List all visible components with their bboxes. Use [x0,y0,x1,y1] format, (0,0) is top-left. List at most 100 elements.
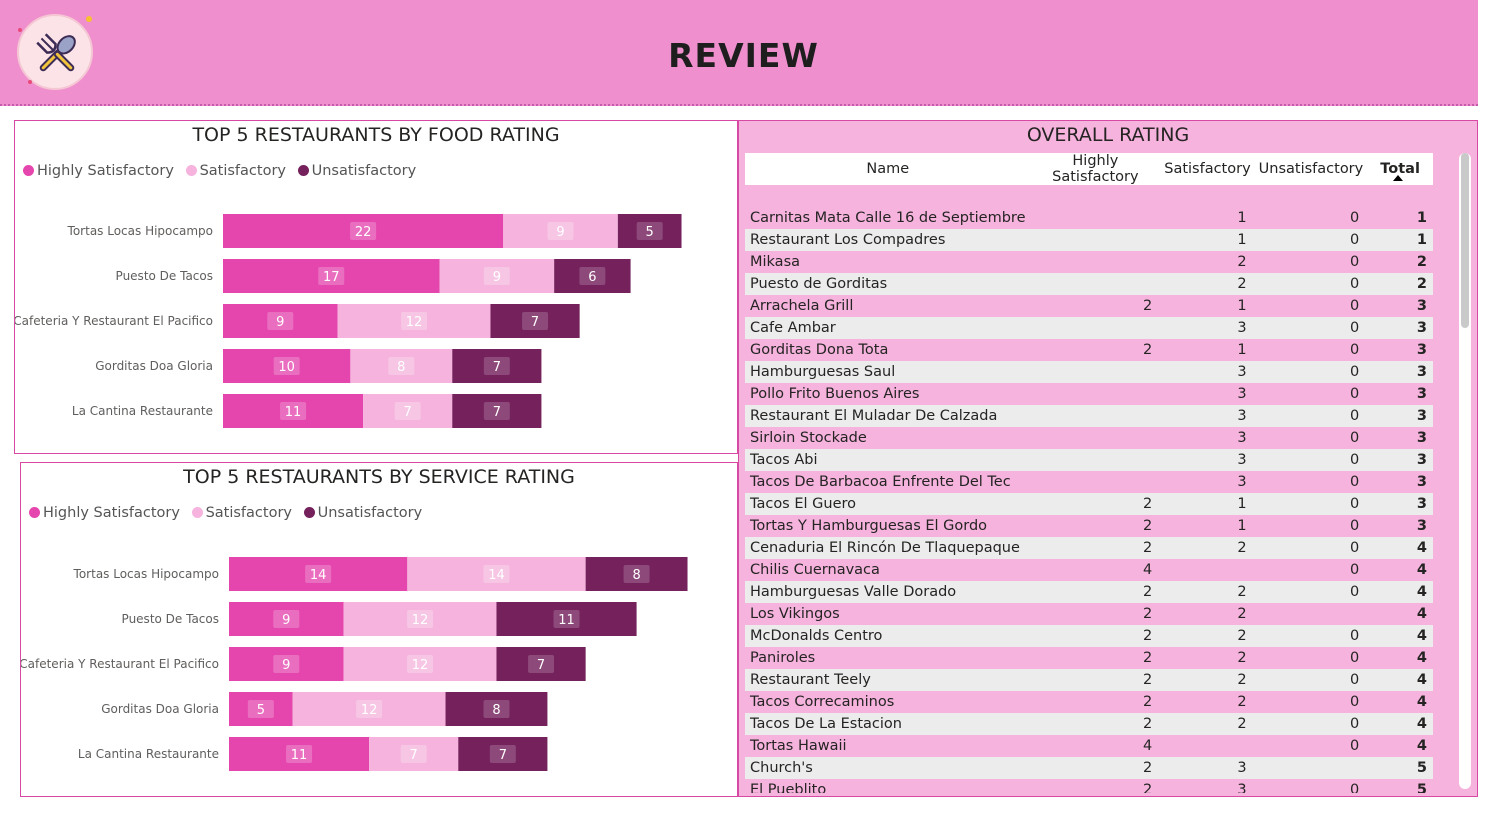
table-scroll-area[interactable]: Name Highly Satisfactory Satisfactory Un… [745,153,1433,793]
cell-highly-satisfactory: 2 [1143,760,1153,776]
column-header-satisfactory[interactable]: Satisfactory [1164,161,1251,177]
data-label-background [522,312,549,330]
bar-segment[interactable] [452,349,542,383]
cell-unsatisfactory [1255,603,1368,625]
table-row[interactable]: Tortas Hawaii 4 0 4 [745,735,1433,757]
bar-segment[interactable] [554,259,631,293]
cell-satisfactory: 2 [1237,694,1247,710]
cell-name: Chilis Cuernavaca [750,562,880,578]
cell-highly-satisfactory [1031,229,1161,251]
table-row[interactable]: McDonalds Centro 2 2 0 4 [745,625,1433,647]
table-row[interactable]: Tacos El Guero 2 1 0 3 [745,493,1433,515]
table-row[interactable]: Cafe Ambar 3 0 3 [745,317,1433,339]
bar-segment[interactable] [223,259,440,293]
bar-segment[interactable] [292,692,446,726]
table-row[interactable]: Pollo Frito Buenos Aires 3 0 3 [745,383,1433,405]
table-row[interactable]: Arrachela Grill 2 1 0 3 [745,295,1433,317]
bar-segment[interactable] [369,737,459,771]
data-label: 12 [412,613,429,628]
bar-segment[interactable] [229,692,293,726]
cell-unsatisfactory: 0 [1350,386,1360,402]
bar-segment[interactable] [229,647,344,681]
bar-segment[interactable] [223,304,338,338]
column-header-highly-satisfactory[interactable]: Highly Satisfactory [1052,153,1139,185]
logo-decoration-dot [18,28,22,32]
bar-segment[interactable] [452,394,542,428]
data-label-background [273,655,300,673]
table-row[interactable]: El Pueblito 2 3 0 5 [745,779,1433,793]
bar-segment[interactable] [223,349,351,383]
cell-unsatisfactory: 0 [1350,232,1360,248]
table-row[interactable]: Hamburguesas Saul 3 0 3 [745,361,1433,383]
table-row[interactable]: Cenaduria El Rincón De Tlaquepaque 2 2 0 4 [745,537,1433,559]
bar-segment[interactable] [585,557,688,591]
legend-item-unsatisfactory[interactable]: Unsatisfactory [297,163,416,179]
table-row[interactable]: Tacos De La Estacion 2 2 0 4 [745,713,1433,735]
cell-total: 4 [1416,606,1427,622]
bar-segment[interactable] [337,304,491,338]
bar-segment[interactable] [229,557,408,591]
cell-total: 5 [1416,782,1427,793]
service-rating-chart: TOP 5 RESTAURANTS BY SERVICE RATING High… [20,462,738,797]
cell-highly-satisfactory: 2 [1143,782,1153,793]
scrollbar-thumb[interactable] [1461,153,1469,328]
legend-marker [191,507,203,518]
legend-item-highly-satisfactory[interactable]: Highly Satisfactory [23,163,174,179]
table-row[interactable]: Paniroles 2 2 0 4 [745,647,1433,669]
legend-item-unsatisfactory[interactable]: Unsatisfactory [303,505,422,521]
bar-segment[interactable] [439,259,555,293]
bar-segment[interactable] [343,647,497,681]
bar-segment[interactable] [350,349,453,383]
cell-unsatisfactory: 0 [1350,210,1360,226]
data-label-background [489,745,516,763]
column-header-name[interactable]: Name [866,161,910,177]
table-body: Carnitas Mata Calle 16 de Septiembre 1 0 1 R… [745,185,1433,793]
cell-total: 4 [1416,694,1427,710]
bar-segment[interactable] [223,394,364,428]
table-row[interactable]: Restaurant Los Compadres 1 0 1 [745,229,1433,251]
bar-segment[interactable] [496,602,637,636]
column-header-total[interactable]: Total [1367,153,1433,185]
cell-name: Pollo Frito Buenos Aires [750,386,920,402]
bar-segment[interactable] [229,602,344,636]
table-row[interactable]: Hamburguesas Valle Dorado 2 2 0 4 [745,581,1433,603]
data-label-background [388,357,415,375]
table-row[interactable]: Church's 2 3 5 [745,757,1433,779]
bar-segment[interactable] [223,214,504,248]
cell-total: 3 [1416,518,1427,534]
cell-satisfactory: 3 [1237,320,1247,336]
bar-segment[interactable] [503,214,618,248]
table-row[interactable]: Tacos Abi 3 0 3 [745,449,1433,471]
data-label: 12 [361,703,378,718]
table-row[interactable]: Sirloin Stockade 3 0 3 [745,427,1433,449]
table-row[interactable]: Tortas Y Hamburguesas El Gordo 2 1 0 3 [745,515,1433,537]
column-header-unsatisfactory[interactable]: Unsatisfactory [1258,161,1364,177]
table-row[interactable]: Los Vikingos 2 2 4 [745,603,1433,625]
legend-marker [29,507,40,518]
bar-segment[interactable] [496,647,586,681]
table-row[interactable]: Puesto de Gorditas 2 0 2 [745,273,1433,295]
table-row[interactable]: Restaurant Teely 2 2 0 4 [745,669,1433,691]
cell-name: Tortas Hawaii [750,738,847,754]
bar-segment[interactable] [407,557,586,591]
bar-segment[interactable] [229,737,370,771]
bar-segment[interactable] [490,304,580,338]
table-scrollbar[interactable] [1459,153,1471,789]
table-row[interactable]: Gorditas Dona Tota 2 1 0 3 [745,339,1433,361]
chart-title: TOP 5 RESTAURANTS BY FOOD RATING [192,124,560,146]
table-row[interactable]: Tacos Correcaminos 2 2 0 4 [745,691,1433,713]
table-row[interactable]: Mikasa 2 0 2 [745,251,1433,273]
cell-highly-satisfactory [1031,317,1161,339]
bar-segment[interactable] [343,602,497,636]
legend-item-satisfactory[interactable]: Satisfactory [191,505,292,521]
bar-segment[interactable] [363,394,453,428]
table-row[interactable]: Tacos De Barbacoa Enfrente Del Tec 3 0 3 [745,471,1433,493]
bar-segment[interactable] [458,737,548,771]
table-row[interactable]: Carnitas Mata Calle 16 de Septiembre 1 0 1 [745,207,1433,229]
bar-segment[interactable] [445,692,548,726]
legend-item-highly-satisfactory[interactable]: Highly Satisfactory [29,505,180,521]
legend-item-satisfactory[interactable]: Satisfactory [185,163,286,179]
bar-segment[interactable] [617,214,682,248]
table-row[interactable]: Chilis Cuernavaca 4 0 4 [745,559,1433,581]
table-row[interactable]: Restaurant El Muladar De Calzada 3 0 3 [745,405,1433,427]
